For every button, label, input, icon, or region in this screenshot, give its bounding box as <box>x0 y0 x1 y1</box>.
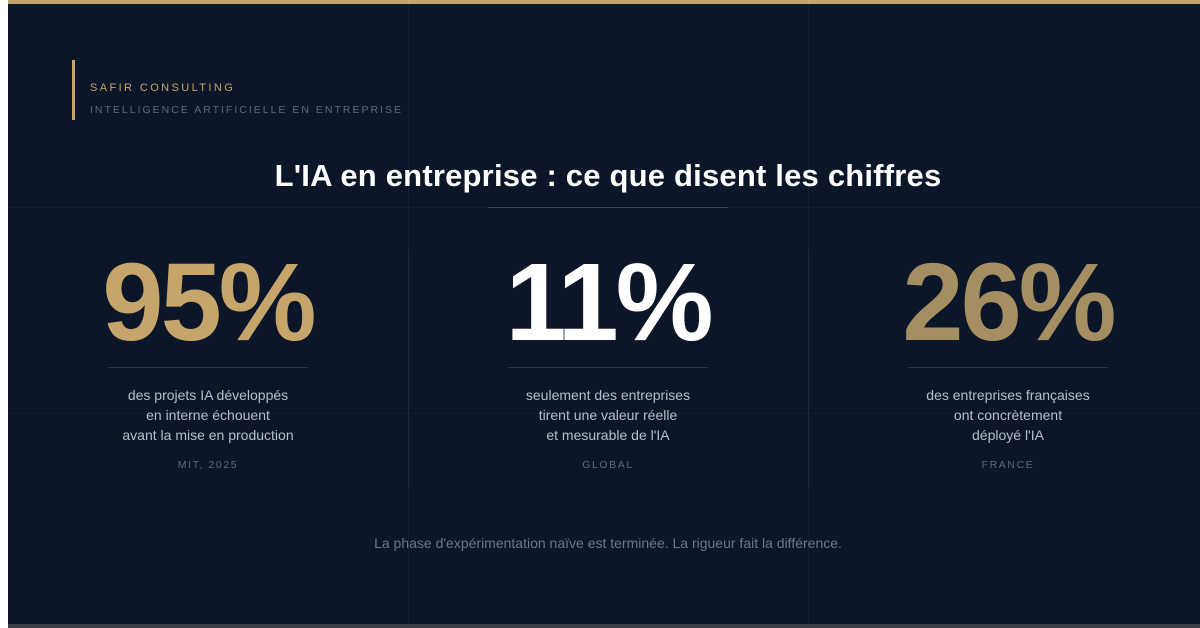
stat-description-line: ont concrètement <box>953 407 1063 423</box>
stat-value: 11% <box>505 241 713 364</box>
stat-source: MIT, 2025 <box>177 459 239 471</box>
stat-value: 95% <box>102 241 316 364</box>
brand-name: SAFIR CONSULTING <box>90 82 236 94</box>
stat-description-line: seulement des entreprises <box>525 387 691 403</box>
stat-rule <box>908 367 1108 368</box>
stat-description-line: déployé l'IA <box>972 427 1044 443</box>
stat-description-line: avant la mise en production <box>122 427 294 443</box>
stat-value: 26% <box>902 241 1116 364</box>
footer-tagline: La phase d'expérimentation naïve est ter… <box>374 535 842 551</box>
column-divider <box>408 250 409 490</box>
stat-card-1: 95% des projets IA développés en interne… <box>8 240 408 471</box>
stat-card-2: 11% seulement des entreprises tirent une… <box>408 240 808 471</box>
stat-card-3: 26% des entreprises françaises ont concr… <box>808 240 1200 471</box>
title-underline <box>488 207 728 208</box>
column-divider <box>808 250 809 490</box>
stat-description-line: tirent une valeur réelle <box>538 407 678 423</box>
stat-description-line: en interne échouent <box>146 407 270 423</box>
stat-rule <box>108 367 308 368</box>
stat-description: des entreprises françaises ont concrètem… <box>808 385 1200 445</box>
brand-block: SAFIR CONSULTING INTELLIGENCE ARTIFICIEL… <box>72 60 403 120</box>
stat-source: FRANCE <box>981 459 1035 471</box>
stat-description-line: des entreprises françaises <box>926 387 1090 403</box>
brand-subtitle: INTELLIGENCE ARTIFICIELLE EN ENTREPRISE <box>90 104 403 116</box>
stat-source: GLOBAL <box>582 459 634 471</box>
bottom-bar <box>8 624 1200 628</box>
top-accent-bar <box>8 0 1200 4</box>
stat-rule <box>508 367 708 368</box>
stat-description-line: des projets IA développés <box>127 387 289 403</box>
stat-description: seulement des entreprises tirent une val… <box>408 385 808 445</box>
page-title: L'IA en entreprise : ce que disent les c… <box>274 158 942 193</box>
stat-description-line: et mesurable de l'IA <box>546 427 670 443</box>
stat-description: des projets IA développés en interne éch… <box>8 385 408 445</box>
